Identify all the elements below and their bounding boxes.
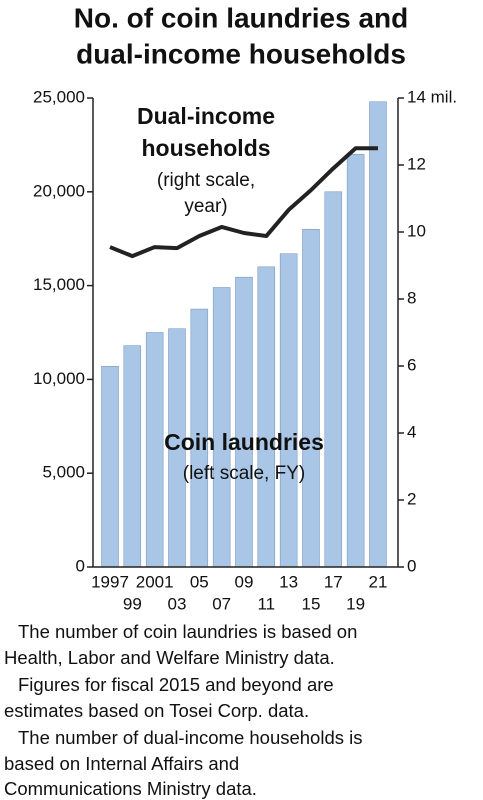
bar xyxy=(123,345,142,568)
x-tick-label: 99 xyxy=(123,594,142,613)
x-tick-label: 1997 xyxy=(91,572,129,591)
y-tick-label: 25,000 xyxy=(33,87,85,106)
annotation: Dual-income xyxy=(137,103,275,129)
x-tick-label: 11 xyxy=(257,594,275,613)
bar xyxy=(145,332,164,568)
bar xyxy=(212,287,231,568)
note: based on Internal Affairs and xyxy=(4,753,239,774)
note: estimates based on Tosei Corp. data. xyxy=(4,700,309,721)
bar xyxy=(369,101,387,568)
bar xyxy=(257,266,276,568)
y2-tick-label: 8 xyxy=(407,288,416,307)
annotation: year) xyxy=(184,196,227,217)
y2-tick-label: 12 xyxy=(407,154,426,173)
bar xyxy=(302,229,320,568)
legend-label: Coin laundries xyxy=(164,429,324,455)
x-tick-label: 19 xyxy=(346,594,365,613)
x-tick-label: 2001 xyxy=(136,572,174,591)
note: Figures for fiscal 2015 and beyond are xyxy=(18,674,334,695)
annotation: households xyxy=(141,135,270,161)
x-tick-label: 05 xyxy=(190,572,209,591)
line xyxy=(109,146,378,259)
x-tick-label: 17 xyxy=(324,572,343,591)
chart-title: dual-income households xyxy=(76,38,406,69)
note: The number of dual-income households is xyxy=(18,727,363,748)
y-tick-label: 15,000 xyxy=(33,275,85,294)
y2-tick-label: 10 xyxy=(407,221,426,240)
bar xyxy=(346,154,365,568)
y-tick-label: 20,000 xyxy=(33,181,85,200)
x-tick-label: 21 xyxy=(368,572,387,591)
note: The number of coin laundries is based on xyxy=(18,621,357,642)
annotation: (left scale, FY) xyxy=(183,463,305,484)
note: Communications Ministry data. xyxy=(4,778,257,799)
y2-tick-label: 14 mil. xyxy=(407,87,457,106)
y2-tick-label: 6 xyxy=(407,355,416,374)
bar xyxy=(324,191,343,568)
y-tick-label: 5,000 xyxy=(42,463,85,482)
y2-tick-label: 4 xyxy=(407,422,416,441)
x-tick-label: 07 xyxy=(212,594,231,613)
y2-tick-label: 0 xyxy=(407,556,416,575)
x-tick-label: 13 xyxy=(279,572,298,591)
x-tick-label: 09 xyxy=(235,572,254,591)
y2-tick-label: 2 xyxy=(407,489,416,508)
bar xyxy=(235,276,253,568)
y-tick-label: 10,000 xyxy=(33,369,85,388)
y-tick-label: 0 xyxy=(76,556,85,575)
x-tick-label: 15 xyxy=(302,594,321,613)
bar xyxy=(101,366,119,568)
annotation: (right scale, xyxy=(157,170,255,191)
chart-title: No. of coin laundries and xyxy=(74,2,408,33)
note: Health, Labor and Welfare Ministry data. xyxy=(4,647,335,668)
bar xyxy=(279,253,298,568)
x-tick-label: 03 xyxy=(168,594,187,613)
